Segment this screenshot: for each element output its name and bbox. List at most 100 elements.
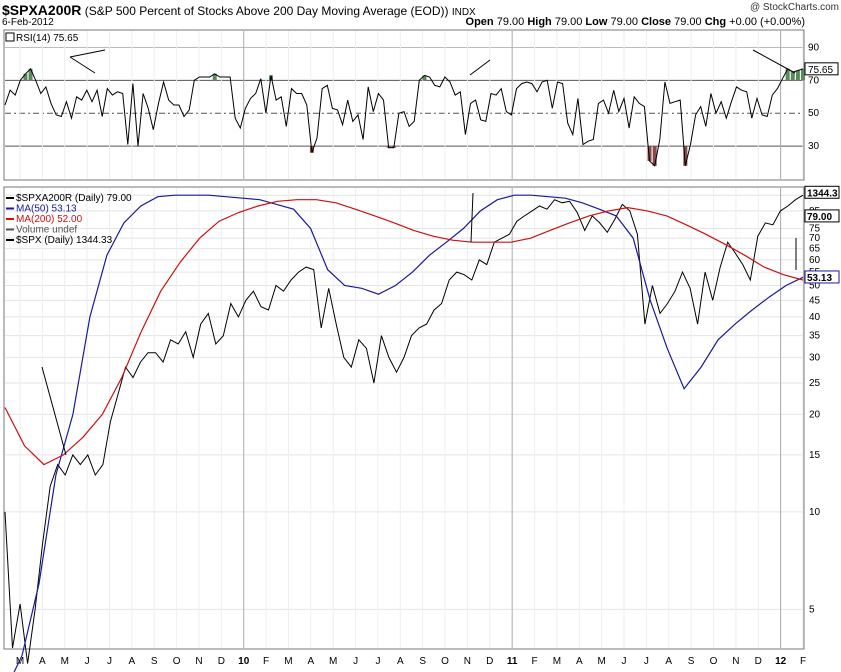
main-y-tick-label: 50 <box>809 281 821 292</box>
rsi-y-tick-label: 70 <box>808 75 820 86</box>
x-tick-label: D <box>755 656 762 667</box>
rsi-value-box <box>804 62 839 76</box>
x-tick-label: J <box>644 656 649 667</box>
x-tick-label: A <box>307 656 314 667</box>
main-y-tick-label: 35 <box>809 331 821 342</box>
annotation-arrow <box>470 192 474 243</box>
x-tick-label: N <box>732 656 739 667</box>
price-line <box>4 194 804 664</box>
x-tick-label: S <box>688 656 695 667</box>
x-tick-label: A <box>39 656 46 667</box>
x-tick-label: J <box>107 656 112 667</box>
x-axis: M A M J J A S O N D 10 F M A M J J A S O N D 11 F M A M J J A S O N D 12 F <box>16 656 806 667</box>
main-legend-label: $SPX (Daily) 1344.33 <box>16 235 113 246</box>
ohlc-readout: Open 79.00 High 79.00 Low 79.00 Close 79… <box>466 16 805 28</box>
close-value: 79.00 <box>674 16 702 28</box>
x-tick-label: 12 <box>775 656 787 667</box>
ma200-line <box>4 199 804 466</box>
chg-label: Chg <box>704 16 727 28</box>
x-tick-label: O <box>710 656 718 667</box>
x-tick-label: M <box>553 656 561 667</box>
rsi-legend-label: RSI(14) 75.65 <box>16 33 79 44</box>
credit-label: @ StockCharts.com <box>749 2 839 13</box>
rsi-y-tick-label: 50 <box>808 108 820 119</box>
ma50-line <box>13 194 804 672</box>
main-y-tick-label: 10 <box>809 507 821 518</box>
annotation-arrow <box>469 59 491 76</box>
rsi-line <box>4 67 804 167</box>
main-panel-frame <box>3 186 805 650</box>
main-y-tick-label: 60 <box>809 255 821 266</box>
main-legend-label: Volume undef <box>16 225 77 236</box>
main-legend-label: MA(200) 52.00 <box>16 214 83 225</box>
x-tick-label: O <box>441 656 449 667</box>
date-label: 6-Feb-2012 <box>2 17 54 28</box>
main-y-tick-label: 20 <box>809 409 821 420</box>
x-tick-label: J <box>85 656 90 667</box>
x-tick-label: A <box>576 656 583 667</box>
right-value-box <box>804 270 840 284</box>
x-tick-label: M <box>16 656 24 667</box>
rsi-series <box>4 67 804 167</box>
x-tick-label: J <box>375 656 380 667</box>
x-tick-label: F <box>531 656 537 667</box>
annotation-arrows <box>41 49 797 456</box>
rsi-y-tick-label: 90 <box>808 42 820 53</box>
annotation-arrow <box>69 56 96 74</box>
x-tick-label: M <box>61 656 69 667</box>
rsi-panel-frame <box>3 29 805 181</box>
x-tick-label: J <box>353 656 358 667</box>
close-label: Close <box>641 16 672 28</box>
x-tick-label: A <box>129 656 136 667</box>
annotation-arrow <box>752 49 796 74</box>
main-y-tick-label: 65 <box>809 244 821 255</box>
rsi-y-tick-label: 30 <box>808 141 820 152</box>
x-tick-label: N <box>195 656 202 667</box>
x-tick-label: O <box>173 656 181 667</box>
x-tick-label: M <box>597 656 605 667</box>
right-value-box <box>804 209 840 223</box>
chg-value: +0.00 (+0.00%) <box>729 16 805 28</box>
right-value-label: 53.13 <box>807 273 832 284</box>
main-y-tick-label: 70 <box>809 233 821 244</box>
x-tick-label: D <box>486 656 493 667</box>
main-y-tick-label: 45 <box>809 295 821 306</box>
x-tick-label: N <box>464 656 471 667</box>
x-tick-label: A <box>397 656 404 667</box>
rsi-legend: RSI(14) 75.65 <box>5 32 79 44</box>
main-y-tick-label: 30 <box>809 352 821 363</box>
x-tick-label: D <box>218 656 225 667</box>
x-tick-label: J <box>622 656 627 667</box>
right-value-label: 79.00 <box>807 212 832 223</box>
description-label: (S&P 500 Percent of Stocks Above 200 Day… <box>84 4 449 18</box>
right-value-box <box>804 185 840 199</box>
main-y-tick-label: 75 <box>809 223 821 234</box>
x-tick-label: A <box>665 656 672 667</box>
main-series <box>4 194 804 672</box>
main-legend-label: $SPXA200R (Daily) 79.00 <box>16 193 132 204</box>
low-value: 79.00 <box>610 16 639 28</box>
x-tick-label: M <box>284 656 292 667</box>
x-tick-label: S <box>419 656 426 667</box>
rsi-y-axis: 90 70 50 30 75.65 <box>804 42 839 152</box>
right-value-label: 1344.3 <box>807 188 838 199</box>
x-tick-label: M <box>329 656 337 667</box>
annotation-arrow <box>69 49 106 58</box>
x-tick-label: F <box>263 656 269 667</box>
open-value: 79.00 <box>496 16 525 28</box>
x-tick-label: 11 <box>507 656 518 667</box>
rsi-value-label: 75.65 <box>808 65 833 76</box>
high-label: High <box>527 16 552 28</box>
symbol-label: $SPXA200R <box>2 2 82 18</box>
x-tick-label: 10 <box>238 656 250 667</box>
low-label: Low <box>585 16 608 28</box>
exchange-label: INDX <box>451 7 476 18</box>
main-legend-label: MA(50) 53.13 <box>16 204 77 215</box>
annotation-arrow <box>41 366 67 456</box>
high-value: 79.00 <box>554 16 583 28</box>
main-y-tick-label: 15 <box>809 450 821 461</box>
rsi-legend-swatch <box>5 32 15 42</box>
main-grid <box>5 188 804 648</box>
